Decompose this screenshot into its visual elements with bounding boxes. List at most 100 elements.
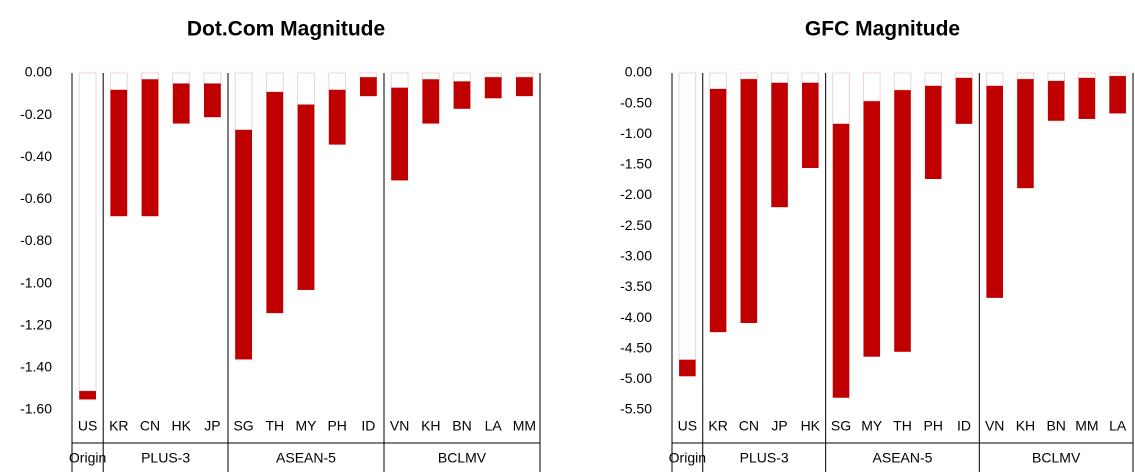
- x-tick-label: SG: [831, 418, 851, 434]
- bar: [391, 87, 409, 181]
- bar: [1017, 79, 1034, 189]
- x-tick-label: PH: [327, 418, 346, 434]
- x-tick-label: ID: [361, 418, 375, 434]
- x-tick-label: TH: [893, 418, 912, 434]
- bar-base: [1078, 72, 1096, 79]
- x-tick-label: KR: [109, 418, 128, 434]
- bar: [740, 79, 758, 323]
- y-tick-label: -4.00: [620, 309, 652, 325]
- bar-base: [801, 72, 820, 84]
- bar: [328, 89, 346, 145]
- bar: [266, 91, 284, 314]
- group-label: BCLMV: [1032, 450, 1081, 466]
- y-tick-label: -0.50: [620, 94, 652, 110]
- x-tick-label: MM: [513, 418, 536, 434]
- y-tick-label: -0.20: [20, 106, 52, 122]
- x-tick-label: HK: [171, 418, 191, 434]
- bar-base: [203, 72, 222, 85]
- y-tick-label: -1.60: [20, 401, 52, 417]
- bar-base: [328, 72, 347, 91]
- bar-base: [265, 72, 284, 93]
- bar: [1047, 80, 1065, 121]
- bar: [422, 79, 440, 124]
- bar: [235, 129, 253, 360]
- x-tick-label: KR: [708, 418, 727, 434]
- bar-base: [297, 72, 315, 106]
- bar: [1078, 77, 1096, 119]
- bar: [359, 77, 377, 97]
- bar: [802, 82, 819, 168]
- x-tick-label: JP: [204, 418, 220, 434]
- group-label: Origin: [669, 450, 706, 466]
- bar: [79, 391, 97, 400]
- y-tick-label: -1.00: [620, 125, 652, 141]
- x-tick-label: VN: [985, 418, 1004, 434]
- bar-base: [109, 72, 128, 91]
- x-tick-label: CN: [739, 418, 759, 434]
- x-tick-label: SG: [233, 418, 253, 434]
- bar-base: [893, 72, 912, 91]
- y-tick-label: -2.50: [620, 217, 652, 233]
- y-tick-label: -0.80: [20, 232, 52, 248]
- y-tick-label: -5.00: [620, 370, 652, 386]
- bar-base: [484, 72, 503, 78]
- bar-base: [955, 72, 973, 79]
- x-tick-label: PH: [924, 418, 943, 434]
- bar: [484, 77, 502, 99]
- group-label: BCLMV: [438, 450, 487, 466]
- y-tick-label: -0.40: [20, 148, 52, 164]
- bar-base: [709, 72, 727, 90]
- y-tick-label: -1.40: [20, 359, 52, 375]
- bar: [297, 104, 315, 290]
- x-tick-label: MY: [296, 418, 318, 434]
- bar-base: [740, 72, 758, 80]
- group-label: PLUS-3: [740, 450, 789, 466]
- bar: [172, 83, 190, 124]
- group-label: ASEAN-5: [276, 450, 336, 466]
- group-label: Origin: [69, 450, 106, 466]
- bar: [924, 85, 942, 180]
- bar-base: [172, 72, 191, 85]
- bar-base: [924, 72, 943, 87]
- y-tick-label: -3.50: [620, 278, 652, 294]
- x-tick-label: LA: [1109, 418, 1127, 434]
- y-tick-label: -5.50: [620, 401, 652, 417]
- bar-base: [359, 72, 378, 78]
- bar: [679, 359, 696, 377]
- bar: [894, 90, 911, 352]
- y-tick-label: 0.00: [625, 64, 652, 80]
- bar-base: [862, 72, 881, 102]
- bar-base: [234, 72, 253, 131]
- x-tick-label: KH: [1016, 418, 1035, 434]
- group-label: PLUS-3: [141, 450, 190, 466]
- bar-base: [678, 72, 697, 361]
- bar: [832, 123, 850, 398]
- x-tick-label: HK: [801, 418, 821, 434]
- x-tick-label: US: [678, 418, 697, 434]
- y-tick-label: -4.50: [620, 339, 652, 355]
- bar: [955, 77, 973, 124]
- x-tick-label: JP: [771, 418, 787, 434]
- bar: [986, 85, 1003, 298]
- y-tick-label: 0.00: [25, 64, 52, 80]
- chart-title: Dot.Com Magnitude: [187, 18, 385, 41]
- y-tick-label: -0.60: [20, 190, 52, 206]
- bar-base: [985, 72, 1004, 87]
- bar: [453, 81, 471, 109]
- x-tick-label: LA: [485, 418, 503, 434]
- bar: [709, 88, 727, 333]
- y-tick-label: -1.00: [20, 274, 52, 290]
- y-tick-label: -2.00: [620, 186, 652, 202]
- bar-base: [421, 72, 440, 80]
- x-tick-label: KH: [421, 418, 440, 434]
- bar: [203, 83, 221, 118]
- chart-title: GFC Magnitude: [805, 18, 960, 41]
- y-tick-label: -3.00: [620, 248, 652, 264]
- x-tick-label: BN: [452, 418, 471, 434]
- x-tick-label: VN: [390, 418, 409, 434]
- x-tick-label: MM: [1075, 418, 1098, 434]
- bar: [110, 89, 128, 217]
- bar-base: [1047, 72, 1065, 82]
- bar: [771, 82, 788, 208]
- x-tick-label: BN: [1046, 418, 1065, 434]
